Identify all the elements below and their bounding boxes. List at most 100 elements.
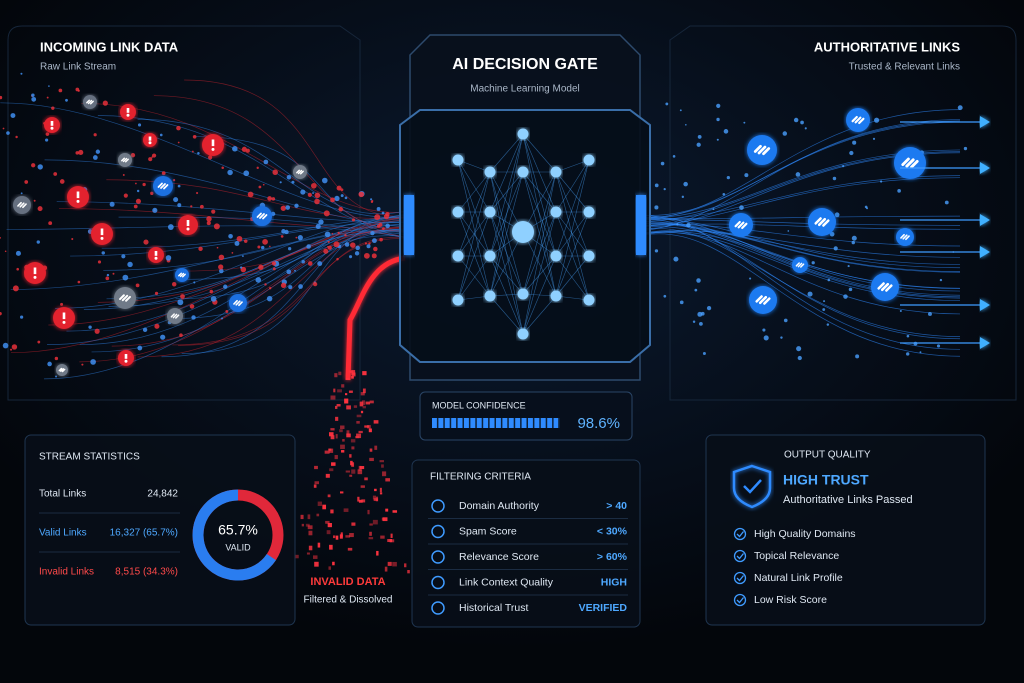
alert-glyph	[33, 267, 37, 275]
particle	[795, 172, 801, 177]
net-node	[583, 250, 595, 262]
output-line	[644, 231, 961, 315]
particle	[317, 261, 323, 267]
net-edge	[489, 133, 524, 173]
net-node	[550, 206, 562, 218]
dissolve-pixel	[384, 566, 388, 572]
dissolve-pixel	[342, 438, 345, 442]
particle	[243, 170, 250, 177]
output-status: HIGH TRUST	[783, 472, 869, 488]
dissolve-pixel	[314, 561, 319, 567]
particle	[811, 261, 815, 265]
check-mark	[736, 575, 745, 582]
link-glyph	[17, 201, 27, 209]
particle	[159, 133, 163, 137]
alert-glyph	[76, 199, 80, 203]
particle	[897, 189, 901, 193]
particle	[161, 171, 166, 176]
particle	[221, 317, 223, 320]
dissolve-pixel	[349, 474, 353, 477]
particle	[855, 354, 860, 359]
particle	[288, 285, 293, 290]
particle	[71, 238, 74, 241]
stream-line	[175, 232, 406, 319]
net-edge	[489, 171, 524, 297]
dissolve-pixel	[367, 509, 370, 515]
particle	[65, 98, 68, 102]
particle	[383, 213, 390, 220]
particle	[663, 188, 666, 191]
net-edge	[489, 255, 524, 295]
particle	[231, 252, 234, 254]
confidence-segment	[547, 418, 553, 428]
particle	[716, 117, 720, 122]
dissolve-pixel	[379, 492, 383, 495]
dissolve-pixel	[351, 372, 356, 377]
particle	[11, 344, 18, 350]
alert-glyph	[33, 275, 37, 279]
particle	[364, 242, 368, 245]
stream-line	[184, 79, 406, 217]
output-line	[644, 224, 961, 273]
net-edge	[457, 159, 491, 213]
alert-glyph	[124, 359, 128, 363]
particle	[209, 289, 214, 294]
dissolve-pixel	[380, 535, 385, 539]
particle	[295, 236, 298, 239]
particle	[874, 117, 880, 123]
particle	[190, 205, 193, 208]
particle	[179, 333, 183, 337]
dissolve-pixel	[368, 537, 374, 540]
particle	[899, 309, 902, 313]
output-panel	[705, 434, 986, 626]
alert-glyph	[211, 139, 215, 147]
stream-line	[6, 225, 406, 238]
confidence-segment	[515, 418, 521, 428]
dissolve-pixel	[335, 405, 338, 409]
dissolve-pixel	[340, 532, 343, 537]
dissolve-pixel	[325, 473, 330, 478]
dissolve-pixel	[343, 508, 349, 512]
particle	[373, 246, 378, 252]
particle	[327, 240, 330, 243]
stream-line	[111, 228, 406, 347]
arrow-head	[980, 116, 990, 128]
output-item: Low Risk Score	[754, 594, 827, 606]
particle	[334, 195, 340, 202]
dissolve-pixel	[307, 525, 313, 530]
particle	[0, 236, 1, 239]
particle	[676, 223, 679, 226]
particle	[106, 273, 110, 277]
particle	[331, 232, 334, 235]
criteria-icon	[431, 575, 445, 590]
particle	[122, 274, 129, 281]
particle	[927, 311, 932, 316]
check-circle	[733, 549, 747, 563]
dissolve-pixel	[351, 522, 356, 526]
dissolve-pixel	[317, 542, 321, 548]
dissolve-pixel	[333, 535, 336, 539]
confidence-segment	[540, 418, 546, 428]
particle	[211, 209, 216, 214]
alert-glyph	[126, 113, 130, 117]
output-line	[644, 221, 961, 298]
dissolve-pixel	[392, 561, 397, 567]
particle	[54, 356, 59, 361]
alert-glyph	[100, 236, 104, 240]
particle	[102, 100, 108, 106]
output-line	[644, 121, 961, 216]
confidence-segment	[496, 418, 501, 428]
dissolve-pixel	[358, 499, 363, 503]
dissolve-pixel	[373, 420, 379, 424]
particle	[702, 352, 706, 356]
particle	[849, 150, 854, 156]
particle	[51, 106, 55, 110]
confidence-segment	[528, 418, 533, 428]
particle	[223, 284, 228, 289]
particle	[33, 199, 36, 202]
particle	[939, 278, 943, 282]
particle	[55, 375, 58, 378]
dissolve-pixel	[331, 462, 336, 466]
net-edge	[457, 171, 491, 257]
particle	[796, 346, 802, 352]
